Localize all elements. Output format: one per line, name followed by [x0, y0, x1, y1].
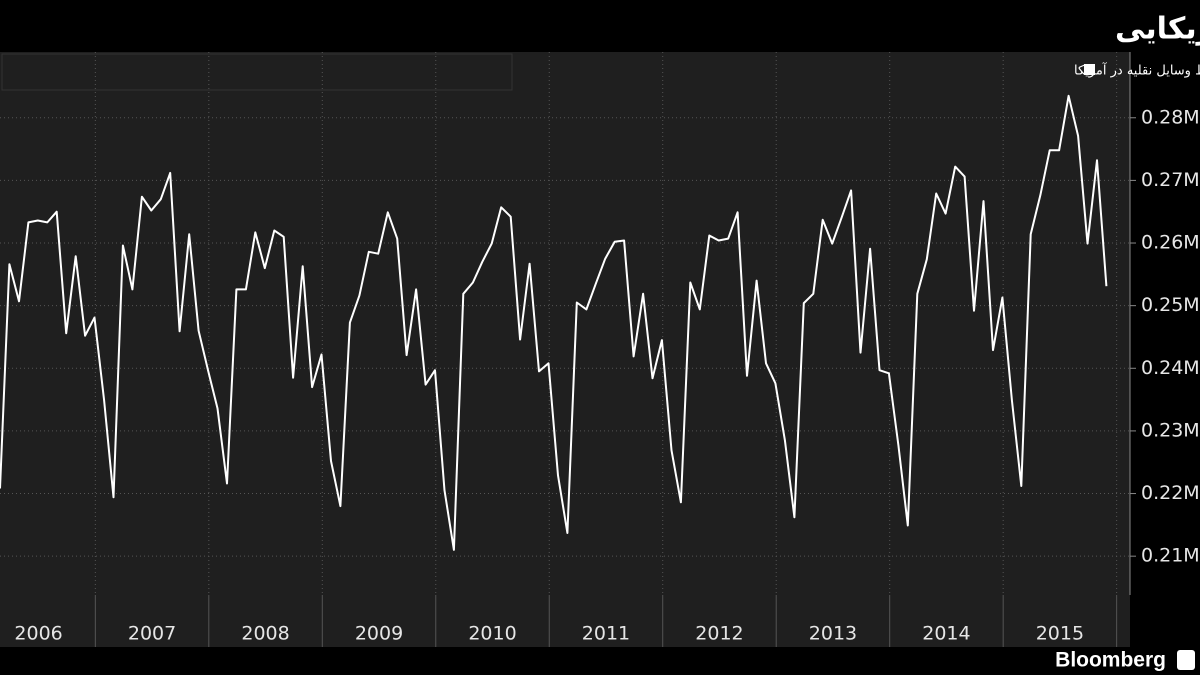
x-tick-label: 2012 — [695, 623, 743, 645]
x-tick-label: 2013 — [809, 623, 857, 645]
x-tick-label: 2006 — [14, 623, 62, 645]
source: Bloomberg — [1055, 649, 1166, 672]
x-axis-band — [0, 595, 1130, 647]
y-tick-label: 0.24M — [1141, 357, 1200, 379]
y-tick-label: 0.26M — [1141, 232, 1200, 254]
y-tick-label: 0.23M — [1141, 419, 1200, 441]
y-tick-label: 0.25M — [1141, 294, 1200, 316]
x-tick-label: 2008 — [241, 623, 289, 645]
y-tick-label: 0.21M — [1141, 545, 1200, 567]
legend-swatch — [1084, 64, 1095, 75]
x-tick-label: 2014 — [922, 623, 970, 645]
legend-label: میزان مایل مسافت طی شده توسط وسایل نقلیه… — [1074, 62, 1200, 79]
chart-title: رشد میزان رانندگی شهروندان آمریکایی — [1115, 10, 1200, 47]
logo-icon — [1177, 650, 1195, 670]
y-tick-label: 0.28M — [1141, 106, 1200, 128]
x-tick-label: 2015 — [1036, 623, 1084, 645]
y-tick-label: 0.27M — [1141, 169, 1200, 191]
x-tick-label: 2007 — [128, 623, 176, 645]
x-tick-label: 2011 — [582, 623, 630, 645]
x-tick-label: 2010 — [468, 623, 516, 645]
y-tick-label: 0.22M — [1141, 482, 1200, 504]
plot-area — [0, 52, 1130, 595]
x-tick-label: 2009 — [355, 623, 403, 645]
series-line — [0, 94, 1108, 551]
tooltip-box — [1, 53, 513, 91]
